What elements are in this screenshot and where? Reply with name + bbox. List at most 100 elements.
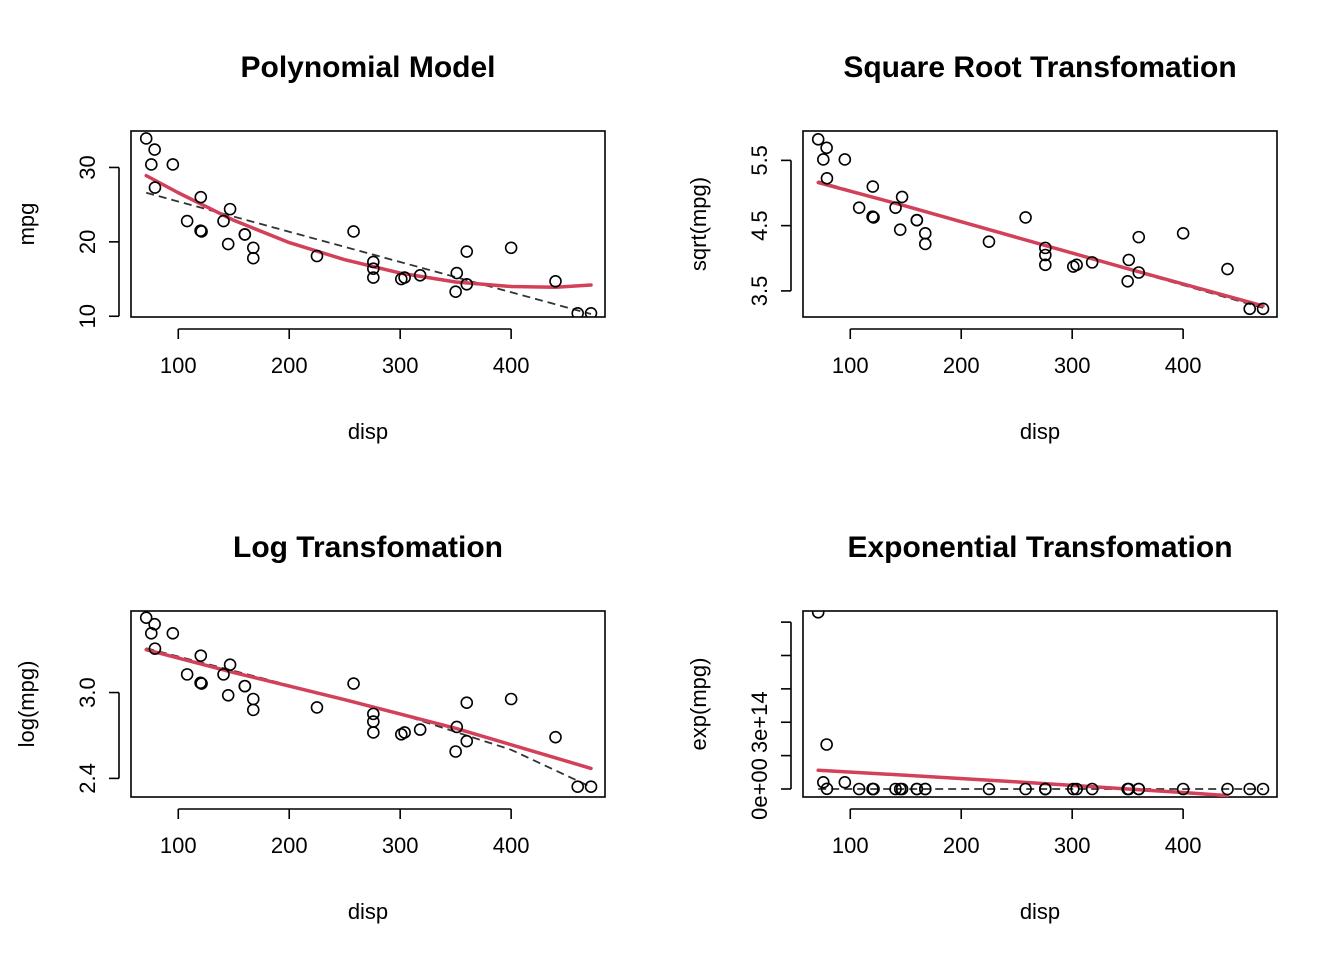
x-axis-label: disp [1020, 899, 1060, 924]
x-tick-label: 300 [382, 833, 419, 858]
data-point [852, 782, 866, 796]
data-point [1039, 258, 1052, 272]
data-point [1066, 782, 1080, 796]
y-axis-label: sqrt(mpg) [686, 177, 711, 271]
data-point [1122, 253, 1136, 267]
data-point [893, 223, 907, 236]
y-tick-label: 20 [75, 230, 100, 254]
x-axis-label: disp [348, 899, 388, 924]
data-point [310, 701, 324, 714]
data-point [223, 658, 237, 671]
data-point [148, 642, 162, 655]
data-point [246, 241, 260, 255]
model-curve [816, 180, 1265, 308]
data-point [867, 782, 880, 796]
data-point [449, 745, 462, 758]
data-point [910, 213, 924, 227]
data-point [1039, 248, 1052, 262]
data-point [347, 677, 360, 690]
data-point [817, 153, 830, 166]
data-point [893, 782, 907, 796]
panel-2: Square Root Transfomation disp sqrt(mpg) 10… [686, 51, 1278, 444]
data-point [310, 249, 324, 263]
data-point [221, 688, 235, 702]
data-point [450, 720, 464, 734]
data-point [460, 277, 474, 291]
data-point [918, 782, 932, 796]
x-tick-label: 300 [382, 353, 419, 378]
data-point [571, 306, 585, 317]
x-tick-label: 200 [943, 833, 980, 858]
data-point [1256, 302, 1270, 316]
data-point [194, 190, 208, 204]
y-tick-label: 3e+14 [747, 691, 772, 753]
data-point [1066, 260, 1080, 273]
data-point [838, 776, 852, 789]
data-point [450, 266, 464, 280]
x-tick-label: 100 [160, 353, 197, 378]
data-point [982, 235, 996, 248]
model-curve [816, 768, 1230, 797]
x-tick-label: 100 [832, 353, 869, 378]
model-curve [144, 173, 593, 289]
x-axis-label: disp [1020, 419, 1060, 444]
data-point [584, 780, 598, 793]
data-point [145, 627, 158, 640]
data-point [194, 649, 208, 662]
data-point [549, 274, 562, 288]
data-point [246, 251, 260, 265]
data-point [852, 201, 866, 214]
data-layer [811, 133, 1270, 316]
x-tick-label: 400 [493, 833, 530, 858]
plot-frame [130, 130, 606, 318]
data-point [1132, 266, 1146, 279]
data-point [367, 262, 380, 275]
x-tick-label: 100 [160, 833, 197, 858]
plot-title: Exponential Transfomation [847, 531, 1232, 564]
data-point [449, 285, 462, 299]
data-point [1039, 782, 1052, 796]
data-point [866, 180, 880, 193]
plot-frame [802, 130, 1278, 318]
data-point [148, 143, 161, 156]
x-tick-label: 200 [271, 833, 308, 858]
data-point [139, 611, 153, 625]
plot-title: Square Root Transfomation [843, 51, 1236, 84]
data-point [217, 668, 230, 681]
data-point [1243, 302, 1257, 316]
x-axis-label: disp [348, 419, 388, 444]
data-point [571, 780, 585, 793]
data-point [166, 627, 180, 640]
x-tick-label: 400 [493, 353, 530, 378]
data-point [347, 225, 360, 238]
data-point [195, 677, 208, 690]
data-point [367, 271, 380, 284]
x-tick-label: 300 [1054, 353, 1091, 378]
data-point [460, 245, 474, 258]
data-point [889, 782, 902, 796]
data-point [910, 782, 924, 796]
data-point [148, 181, 162, 194]
data-point [549, 730, 562, 744]
data-point [820, 141, 833, 155]
data-point [1121, 275, 1134, 288]
data-point [811, 611, 825, 619]
data-point [1132, 230, 1146, 244]
data-point [460, 696, 474, 710]
x-tick-label: 200 [271, 353, 308, 378]
data-layer [139, 611, 598, 793]
plot-frame [802, 610, 1278, 798]
y-axis-label: exp(mpg) [686, 658, 711, 751]
y-axis-label: mpg [14, 203, 39, 246]
data-point [221, 237, 235, 251]
x-tick-label: 400 [1165, 353, 1202, 378]
plot-title: Log Transfomation [233, 531, 503, 564]
data-point [1019, 211, 1032, 224]
y-tick-label: 4.5 [747, 210, 772, 241]
plot-title: Polynomial Model [240, 51, 495, 84]
data-point [982, 782, 996, 796]
x-tick-label: 100 [832, 833, 869, 858]
x-tick-label: 300 [1054, 833, 1091, 858]
y-tick-label: 2.4 [75, 763, 100, 794]
